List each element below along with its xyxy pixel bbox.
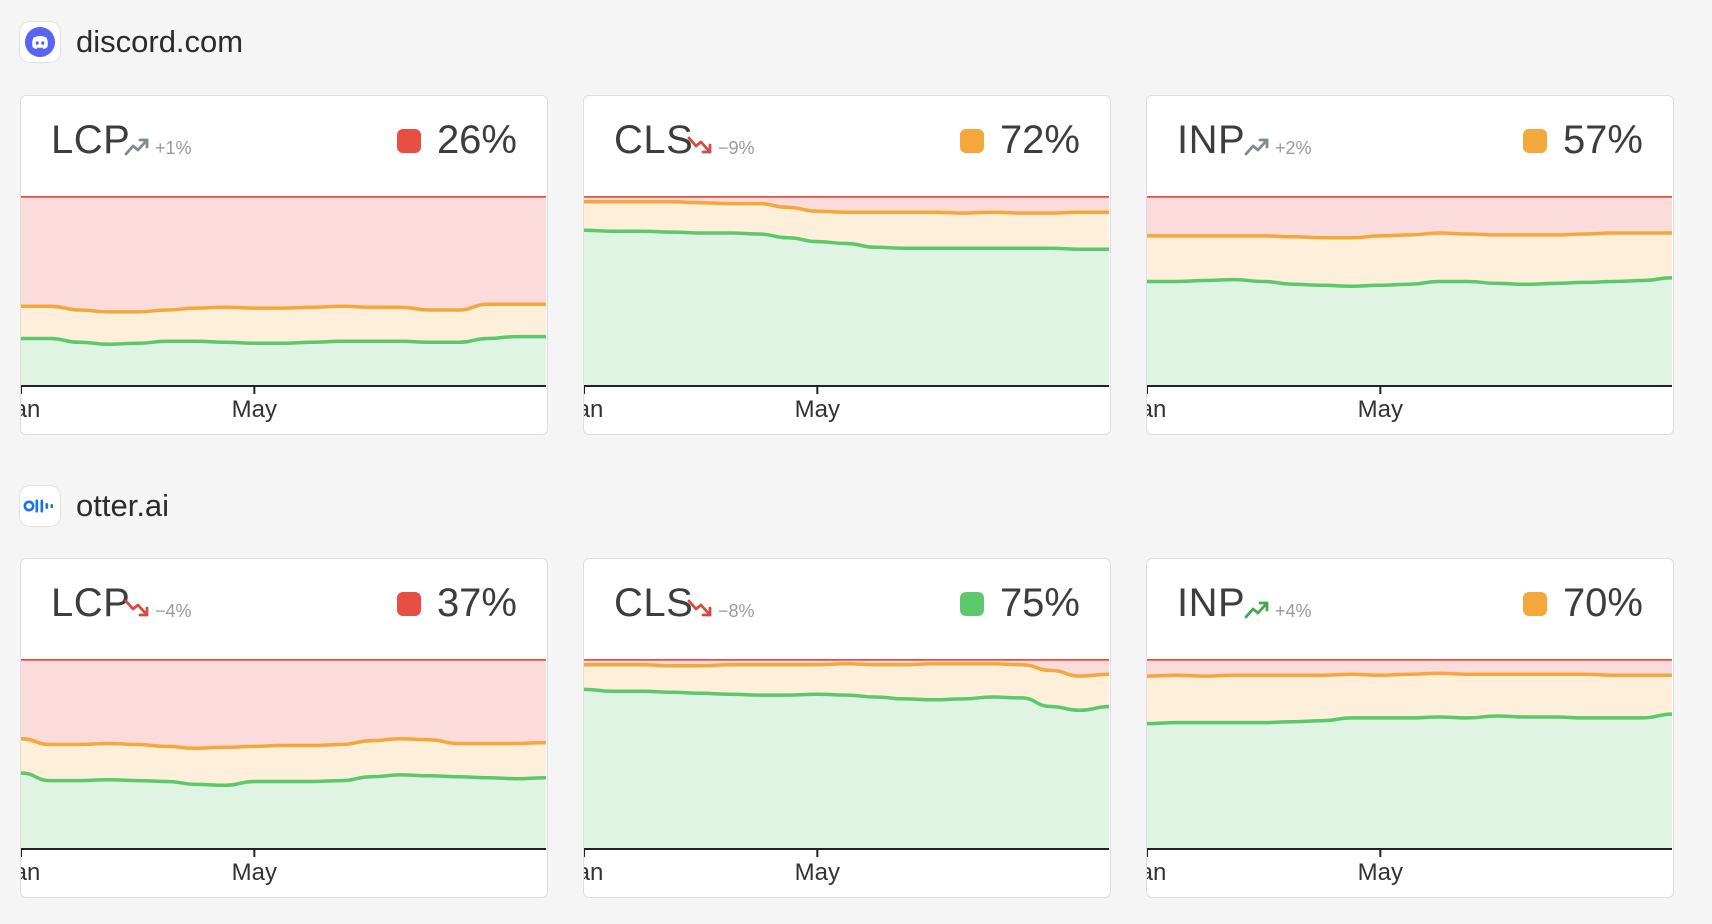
score: 72% bbox=[959, 118, 1080, 163]
x-tick-label: May bbox=[232, 396, 277, 423]
trend-up-icon bbox=[1243, 595, 1271, 628]
metric-name: LCP bbox=[51, 581, 131, 625]
metric-name: CLS bbox=[614, 581, 694, 625]
needs-improvement-line bbox=[584, 199, 1109, 215]
metric-card-otter-cls[interactable]: CLS −8% 75% Jan May bbox=[583, 558, 1111, 898]
chart: Jan May bbox=[584, 659, 1109, 886]
trend-indicator: −9% bbox=[686, 132, 755, 165]
status-dot bbox=[396, 128, 421, 153]
x-tick-label: May bbox=[1358, 396, 1403, 423]
good-area bbox=[584, 230, 1109, 386]
score: 57% bbox=[1522, 118, 1643, 163]
chart: Jan May bbox=[21, 196, 546, 423]
score-value: 37% bbox=[436, 581, 517, 625]
needs-improvement-line bbox=[1147, 671, 1672, 678]
good-area bbox=[21, 773, 546, 849]
trend-value: −4% bbox=[155, 601, 192, 621]
metric-card-otter-inp[interactable]: INP +4% 70% Jan May bbox=[1146, 558, 1674, 898]
score: 37% bbox=[396, 581, 517, 626]
needs-improvement-line bbox=[1147, 231, 1672, 240]
good-line bbox=[584, 228, 1109, 251]
x-tick-label: Jan bbox=[584, 396, 603, 423]
metric-card-otter-lcp[interactable]: LCP −4% 37% Jan May bbox=[20, 558, 548, 898]
good-line bbox=[1147, 712, 1672, 726]
status-dot bbox=[1522, 591, 1547, 616]
metric-name: CLS bbox=[614, 118, 694, 162]
x-tick-label: Jan bbox=[584, 859, 603, 886]
good-area bbox=[1147, 277, 1672, 386]
good-line bbox=[21, 771, 546, 788]
trend-value: −8% bbox=[718, 601, 755, 621]
score: 70% bbox=[1522, 581, 1643, 626]
trend-indicator: +2% bbox=[1243, 132, 1312, 165]
x-tick-label: May bbox=[232, 859, 277, 886]
metric-name: INP bbox=[1177, 118, 1246, 162]
needs-improvement-line bbox=[21, 302, 546, 314]
score-value: 70% bbox=[1562, 581, 1643, 625]
trend-indicator: +1% bbox=[123, 132, 192, 165]
status-dot bbox=[1522, 128, 1547, 153]
x-tick-label: May bbox=[795, 859, 840, 886]
metric-card-discord-inp[interactable]: INP +2% 57% Jan May bbox=[1146, 95, 1674, 435]
x-tick-label: Jan bbox=[21, 859, 40, 886]
trend-indicator: −4% bbox=[123, 595, 192, 628]
discord-icon bbox=[20, 22, 60, 62]
needs-improvement-line bbox=[584, 662, 1109, 678]
metric-name: INP bbox=[1177, 581, 1246, 625]
site-name[interactable]: otter.ai bbox=[76, 488, 170, 523]
good-line bbox=[21, 334, 546, 346]
trend-down-icon bbox=[123, 595, 151, 628]
good-line bbox=[584, 687, 1109, 713]
trend-value: +1% bbox=[155, 138, 192, 158]
score-value: 26% bbox=[436, 118, 517, 162]
trend-value: +2% bbox=[1275, 138, 1312, 158]
score-value: 57% bbox=[1562, 118, 1643, 162]
trend-value: −9% bbox=[718, 138, 755, 158]
good-line bbox=[1147, 275, 1672, 289]
x-tick-label: Jan bbox=[1147, 396, 1166, 423]
x-tick-label: Jan bbox=[21, 396, 40, 423]
score: 75% bbox=[959, 581, 1080, 626]
metric-card-discord-lcp[interactable]: LCP +1% 26% Jan May bbox=[20, 95, 548, 435]
trend-up-icon bbox=[1243, 132, 1271, 165]
trend-indicator: −8% bbox=[686, 595, 755, 628]
score-value: 75% bbox=[999, 581, 1080, 625]
site-header: discord.com bbox=[20, 20, 243, 64]
site-header: otter.ai bbox=[20, 484, 169, 528]
good-area bbox=[1147, 714, 1672, 849]
trend-down-icon bbox=[686, 132, 714, 165]
good-area bbox=[584, 689, 1109, 849]
metric-card-discord-cls[interactable]: CLS −9% 72% Jan May bbox=[583, 95, 1111, 435]
trend-indicator: +4% bbox=[1243, 595, 1312, 628]
status-dot bbox=[959, 591, 984, 616]
good-area bbox=[21, 336, 546, 386]
x-tick-label: May bbox=[795, 396, 840, 423]
trend-value: +4% bbox=[1275, 601, 1312, 621]
status-dot bbox=[396, 591, 421, 616]
trend-up-icon bbox=[123, 132, 151, 165]
needs-improvement-line bbox=[21, 737, 546, 751]
metric-name: LCP bbox=[51, 118, 131, 162]
chart: Jan May bbox=[584, 196, 1109, 423]
trend-down-icon bbox=[686, 595, 714, 628]
status-dot bbox=[959, 128, 984, 153]
chart: Jan May bbox=[1147, 196, 1672, 423]
chart: Jan May bbox=[1147, 659, 1672, 886]
chart: Jan May bbox=[21, 659, 546, 886]
score: 26% bbox=[396, 118, 517, 163]
x-tick-label: Jan bbox=[1147, 859, 1166, 886]
otter-icon bbox=[20, 486, 60, 526]
score-value: 72% bbox=[999, 118, 1080, 162]
x-tick-label: May bbox=[1358, 859, 1403, 886]
site-name[interactable]: discord.com bbox=[76, 24, 244, 59]
